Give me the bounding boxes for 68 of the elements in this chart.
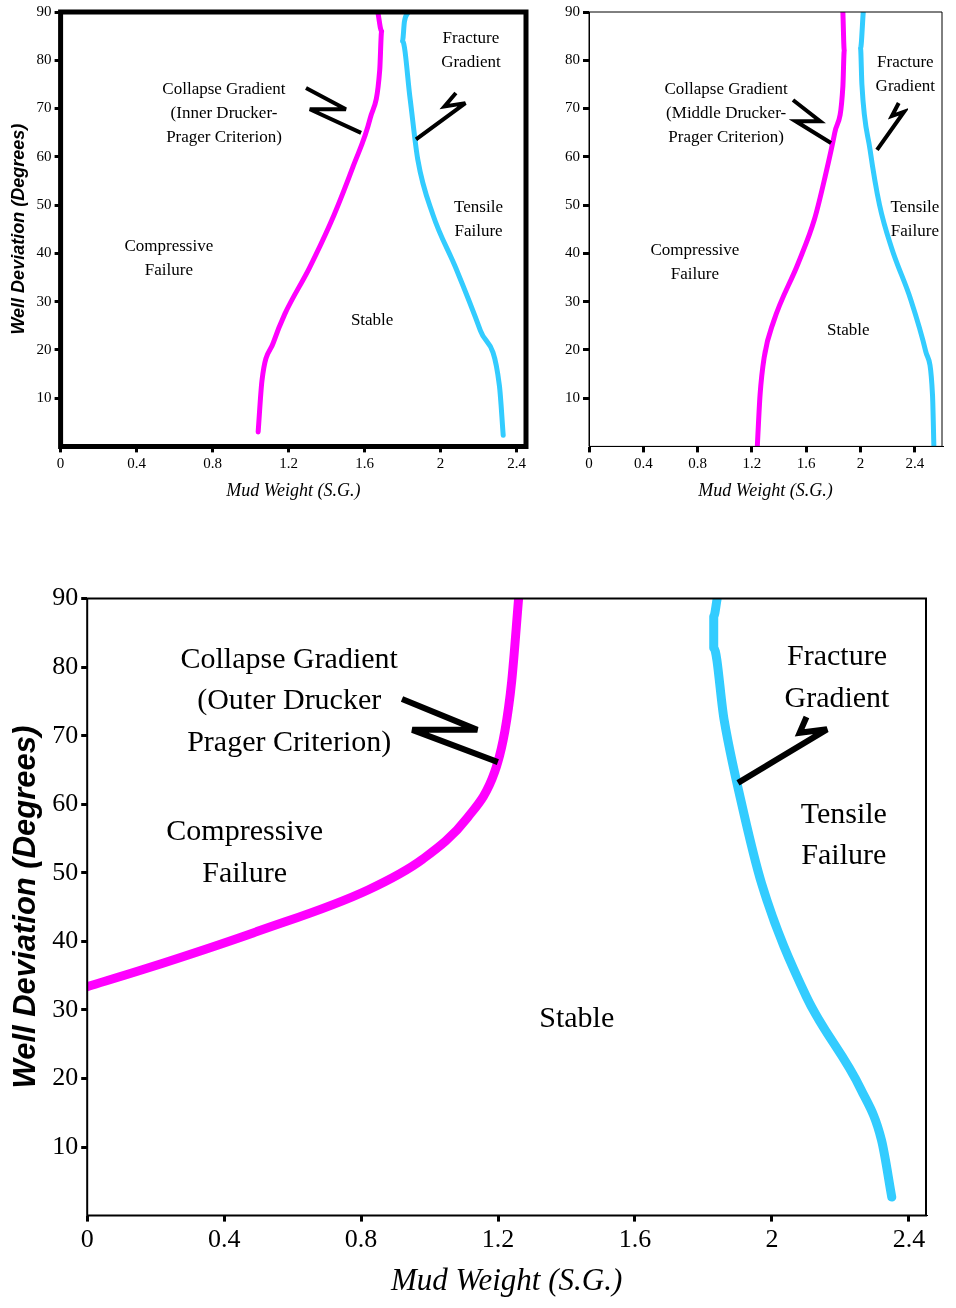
x-tick-label: 0.8 xyxy=(203,455,222,472)
x-tick-label: 1.6 xyxy=(618,1224,652,1254)
x-axis-title: Mud Weight (S.G.) xyxy=(697,479,833,501)
annotation: Collapse Gradient (Outer Drucker Prager Criterion) xyxy=(180,640,399,758)
y-tick-label: 10 xyxy=(36,389,52,406)
y-tick-label: 40 xyxy=(565,244,580,261)
annotation: Tensile Failure xyxy=(890,197,940,241)
y-tick-label: 20 xyxy=(565,340,580,357)
annotation: Tensile Failure xyxy=(800,795,887,871)
y-tick-label: 80 xyxy=(52,650,79,680)
y-axis-title: Well Deviation (Degrees) xyxy=(7,725,43,1089)
y-tick-label: 10 xyxy=(52,1130,79,1160)
y-tick-label: 60 xyxy=(52,788,79,818)
y-tick-label: 50 xyxy=(36,196,52,212)
annotation: Collapse Gradient (Middle Drucker- Prager Criterion) xyxy=(664,79,789,147)
annotation: Compressive Failure xyxy=(650,240,740,284)
annotation: Fracture Gradient xyxy=(784,638,891,713)
annotation: Fracture Gradient xyxy=(875,52,936,96)
annotation: Compressive Failure xyxy=(124,235,214,279)
x-tick-label: 2 xyxy=(856,455,865,472)
y-tick-label: 50 xyxy=(565,196,580,212)
y-axis-title: Well Deviation (Degrees) xyxy=(7,123,28,335)
annotation: Collapse Gradient (Inner Drucker- Prager Criterion) xyxy=(162,78,286,146)
y-tick-label: 60 xyxy=(36,147,52,164)
y-tick-label: 30 xyxy=(565,292,580,309)
x-tick-label: 1.2 xyxy=(279,455,298,472)
x-tick-label: 0 xyxy=(80,1224,94,1254)
y-tick-label: 70 xyxy=(36,99,52,116)
y-tick-label: 20 xyxy=(36,340,52,357)
annotation: Fracture Gradient xyxy=(441,28,501,72)
x-tick-label: 2.4 xyxy=(892,1224,926,1254)
x-tick-label: 1.2 xyxy=(481,1224,515,1254)
x-tick-label: 0 xyxy=(56,455,65,472)
x-tick-label: 0.4 xyxy=(127,455,147,472)
y-tick-label: 20 xyxy=(52,1062,79,1092)
y-tick-label: 80 xyxy=(36,51,52,68)
x-tick-label: 1.6 xyxy=(796,455,817,472)
annotation: Stable xyxy=(827,320,870,340)
x-tick-label: 2 xyxy=(436,455,445,472)
x-tick-label: 1.2 xyxy=(742,455,762,472)
x-tick-label: 0.4 xyxy=(633,455,654,472)
x-axis-title: Mud Weight (S.G.) xyxy=(225,479,361,501)
annotation: Compressive Failure xyxy=(166,813,324,888)
x-tick-label: 0.4 xyxy=(207,1224,241,1254)
x-tick-label: 1.6 xyxy=(355,455,375,472)
x-tick-label: 0.8 xyxy=(344,1224,378,1254)
y-tick-label: 50 xyxy=(52,856,79,886)
y-tick-label: 10 xyxy=(565,389,580,406)
y-tick-label: 40 xyxy=(36,244,52,261)
y-tick-label: 70 xyxy=(565,99,580,116)
annotation: Tensile Failure xyxy=(454,197,503,241)
y-tick-label: 90 xyxy=(565,2,580,19)
y-tick-label: 40 xyxy=(52,925,79,955)
y-tick-label: 70 xyxy=(52,719,79,749)
x-tick-label: 2.4 xyxy=(905,455,925,472)
x-axis-title: Mud Weight (S.G.) xyxy=(389,1261,623,1297)
y-tick-label: 30 xyxy=(52,993,79,1023)
annotation: Stable xyxy=(539,1000,615,1034)
y-tick-label: 30 xyxy=(36,292,52,309)
y-tick-label: 90 xyxy=(52,582,79,612)
x-tick-label: 2 xyxy=(765,1224,779,1254)
y-tick-label: 60 xyxy=(565,147,580,164)
x-tick-label: 2.4 xyxy=(507,455,527,472)
x-tick-label: 0.8 xyxy=(688,455,707,472)
x-tick-label: 0 xyxy=(585,455,593,472)
annotation: Stable xyxy=(350,310,394,330)
y-tick-label: 90 xyxy=(36,2,52,19)
y-tick-label: 80 xyxy=(565,51,580,68)
